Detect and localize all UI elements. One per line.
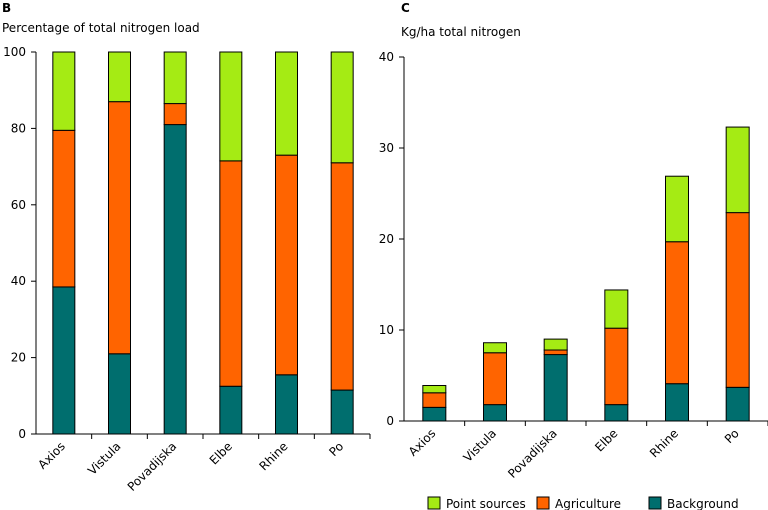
bar-povadijska-agriculture [543, 349, 568, 356]
bar-vistula-agriculture [108, 101, 131, 355]
bar-po-agriculture [725, 212, 750, 388]
x-tick-label-povadijska: Povadijska [505, 426, 560, 481]
legend-label-agriculture: Agriculture [555, 497, 621, 510]
panel-b-percentage-chart: B Percentage of total nitrogen load 0 20 4… [2, 1, 371, 494]
bar-rhine-agriculture [275, 154, 298, 376]
panel-c-y-tick-labels: 0 10 20 30 40 [379, 50, 394, 428]
bar-elbe-background [219, 385, 243, 435]
panel-c-x-tick-labels: Axios Vistula Povadijska Elbe Rhine Po [406, 426, 742, 481]
bar-axios-agriculture [52, 129, 76, 288]
x-tick-label-povadijska: Povadijska [125, 439, 180, 494]
bar-axios-background [52, 286, 76, 435]
x-tick-label-elbe: Elbe [592, 426, 620, 454]
panel-b-title: Percentage of total nitrogen load [2, 21, 200, 35]
bar-rhine-agriculture [665, 241, 689, 385]
x-tick-label-vistula: Vistula [461, 426, 500, 465]
y-tick-label: 40 [11, 274, 26, 288]
y-tick-label: 20 [379, 232, 394, 246]
bar-povadijska-agriculture [163, 103, 187, 126]
bar-vistula-point-sources [483, 342, 507, 354]
y-tick-label: 100 [3, 45, 26, 59]
legend: Point sources Agriculture Background [427, 496, 739, 510]
x-tick-label-po: Po [326, 439, 346, 459]
panel-c-kgha-chart: C Kg/ha total nitrogen 0 10 20 30 40 Axios Vi… [379, 1, 768, 481]
bar-rhine-background [665, 383, 689, 422]
y-tick-label: 60 [11, 198, 26, 212]
panel-b-letter: B [2, 1, 11, 15]
bar-povadijska-point-sources [163, 51, 187, 105]
bar-po-point-sources [725, 126, 750, 214]
y-tick-label: 10 [379, 323, 394, 337]
x-tick-label-vistula: Vistula [85, 439, 124, 478]
x-tick-label-rhine: Rhine [256, 439, 290, 473]
bar-elbe-agriculture [219, 160, 243, 387]
bar-elbe-background [604, 404, 629, 422]
panel-c-title: Kg/ha total nitrogen [401, 25, 521, 39]
bar-vistula-background [483, 404, 507, 422]
bar-po-point-sources [330, 51, 354, 164]
bar-povadijska-background [543, 354, 568, 422]
y-tick-label: 0 [386, 414, 394, 428]
y-tick-label: 0 [18, 427, 26, 441]
bar-elbe-point-sources [604, 289, 629, 329]
y-tick-label: 20 [11, 351, 26, 365]
bar-rhine-background [275, 374, 298, 435]
x-tick-label-axios: Axios [35, 439, 68, 472]
bar-axios-agriculture [422, 392, 447, 408]
bar-vistula-background [108, 353, 131, 435]
panel-b-y-tick-labels: 0 20 40 60 80 100 [3, 45, 26, 441]
legend-swatch-point-sources [427, 496, 441, 510]
panel-c-letter: C [401, 1, 410, 15]
y-tick-label: 30 [379, 141, 394, 155]
bar-po-background [330, 389, 354, 435]
bar-vistula-agriculture [483, 352, 507, 406]
bar-rhine-point-sources [665, 175, 689, 243]
y-tick-label: 80 [11, 121, 26, 135]
bar-po-agriculture [330, 162, 354, 391]
legend-swatch-background [648, 496, 662, 510]
bar-elbe-point-sources [219, 51, 243, 162]
bar-po-background [725, 386, 750, 422]
panel-b-axes [31, 51, 371, 439]
legend-label-point-sources: Point sources [446, 497, 526, 510]
panel-c-bars [422, 126, 750, 422]
panel-b-bars [52, 51, 354, 435]
legend-swatch-agriculture [536, 496, 550, 510]
x-tick-label-po: Po [722, 426, 742, 446]
x-tick-label-elbe: Elbe [207, 439, 235, 467]
bar-povadijska-point-sources [543, 338, 568, 351]
bar-axios-point-sources [422, 385, 447, 394]
bar-axios-point-sources [52, 51, 76, 131]
x-tick-label-rhine: Rhine [647, 426, 681, 460]
bar-vistula-point-sources [108, 51, 131, 103]
bar-elbe-agriculture [604, 327, 629, 406]
panel-c-axes [399, 56, 768, 426]
y-tick-label: 40 [379, 50, 394, 64]
bar-povadijska-background [163, 124, 187, 435]
bar-axios-background [422, 406, 447, 422]
panel-b-x-tick-labels: Axios Vistula Povadijska Elbe Rhine Po [35, 439, 346, 494]
legend-label-background: Background [667, 497, 739, 510]
bar-rhine-point-sources [275, 51, 298, 156]
x-tick-label-axios: Axios [406, 426, 439, 459]
